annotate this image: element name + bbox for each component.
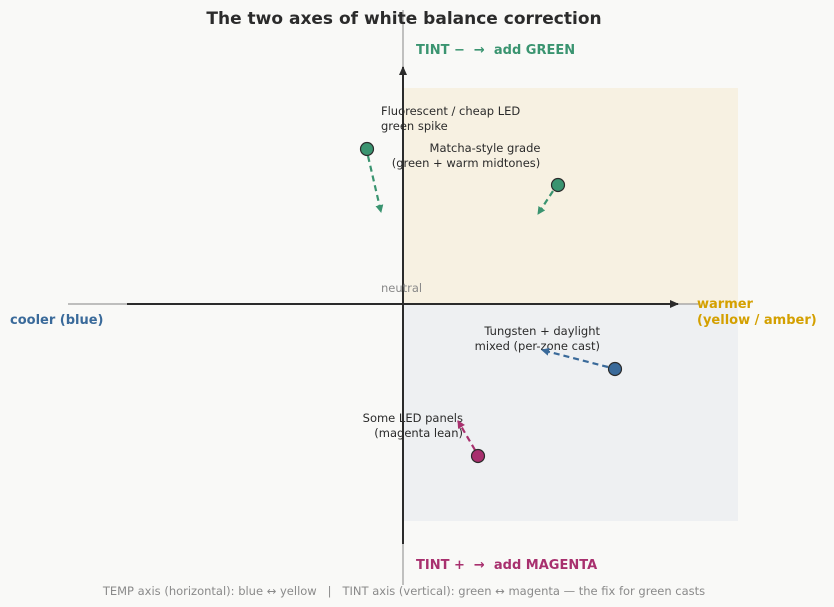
matcha-label-line1: Matcha-style grade	[430, 141, 541, 155]
cooler-label: cooler (blue)	[10, 313, 104, 328]
fluorescent-correction-arrow	[366, 155, 384, 213]
fluorescent-label-line2: green spike	[381, 119, 448, 133]
tungsten-correction-arrow	[541, 347, 609, 369]
tint-plus-label: TINT + → add MAGENTA	[416, 558, 597, 573]
warm-magenta-zone	[403, 304, 738, 521]
matcha-label-line2: (green + warm midtones)	[392, 156, 541, 170]
warm-green-zone	[403, 88, 738, 304]
diagram-title: The two axes of white balance correction	[206, 9, 601, 29]
warmer-sublabel: (yellow / amber)	[697, 313, 817, 328]
led-panels-label-line2: (magenta lean)	[374, 426, 463, 440]
neutral-label: neutral	[381, 281, 422, 295]
footer-caption: TEMP axis (horizontal): blue ↔ yellow | …	[102, 584, 705, 598]
fluorescent-label-line1: Fluorescent / cheap LED	[381, 104, 520, 118]
matcha-correction-arrow	[537, 190, 554, 215]
tungsten-label-line1: Tungsten + daylight	[483, 324, 600, 338]
fluorescent-point	[359, 141, 375, 157]
tint-minus-label: TINT − → add GREEN	[416, 43, 575, 58]
tungsten-point	[607, 361, 623, 377]
matcha-point	[550, 177, 566, 193]
tungsten-label-line2: mixed (per-zone cast)	[475, 339, 600, 353]
led-panels-label-line1: Some LED panels	[363, 411, 463, 425]
warmer-label: warmer	[697, 297, 754, 312]
led-panels-point	[470, 448, 486, 464]
led-panels-correction-arrow	[457, 420, 476, 451]
